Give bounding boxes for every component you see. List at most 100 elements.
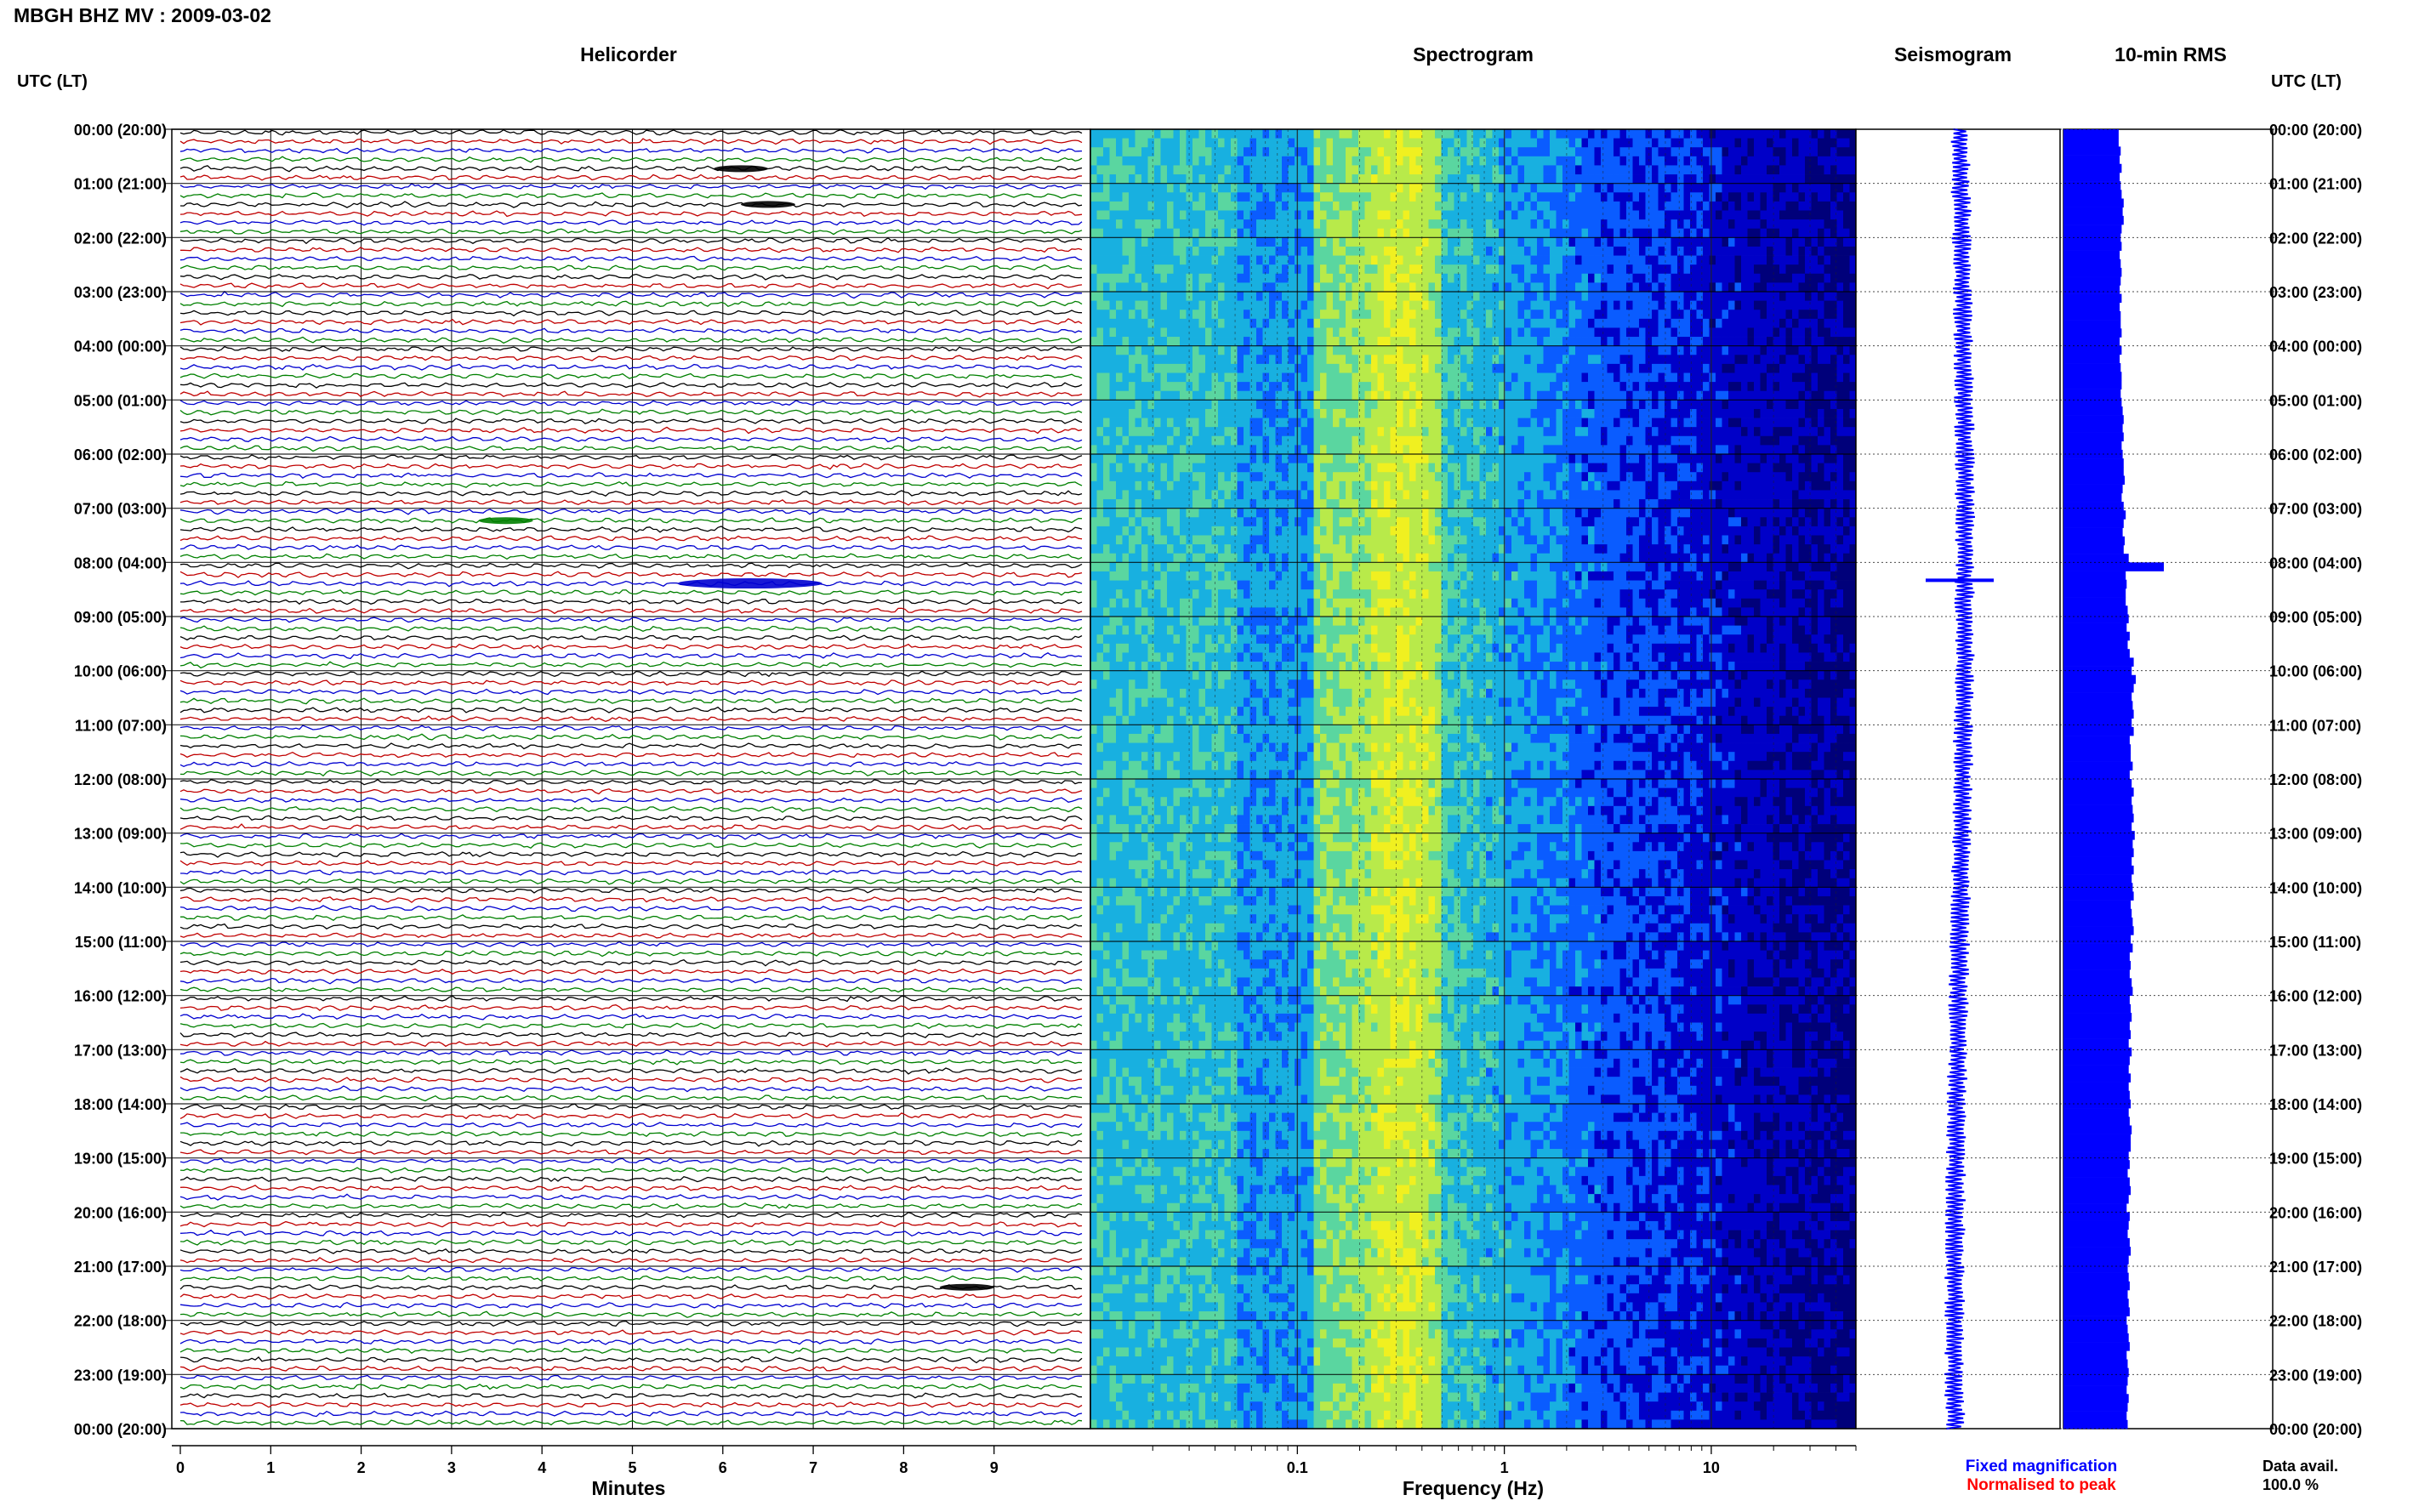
spectrogram-cell [1275, 472, 1283, 482]
spectrogram-cell [1224, 480, 1232, 491]
spectrogram-cell [1129, 445, 1136, 455]
spectrogram-cell [1244, 345, 1250, 355]
spectrogram-cell [1090, 1085, 1097, 1095]
spectrogram-cell [1288, 1365, 1295, 1375]
spectrogram-cell [1109, 1149, 1117, 1159]
spectrogram-cell [1135, 760, 1142, 770]
spectrogram-cell [1218, 598, 1225, 608]
spectrogram-cell [1122, 472, 1130, 482]
spectrogram-cell [1218, 156, 1225, 166]
spectrogram-cell [1129, 390, 1136, 401]
spectrogram-cell [1116, 1032, 1123, 1042]
spectrogram-cell [1173, 1122, 1181, 1132]
spectrogram-cell [1192, 1302, 1199, 1312]
spectrogram-cell [1135, 1049, 1142, 1060]
spectrogram-cell [1135, 1311, 1142, 1322]
spectrogram-cell [1262, 1004, 1270, 1015]
spectrogram-cell [1198, 779, 1206, 789]
spectrogram-cell [1129, 697, 1136, 708]
spectrogram-cell [1282, 129, 1289, 139]
spectrogram-cell [1262, 662, 1270, 672]
spectrogram-cell [1192, 995, 1199, 1005]
spectrogram-cell [1173, 770, 1181, 780]
spectrogram-cell [1186, 201, 1193, 211]
spectrogram-cell [1109, 589, 1117, 600]
spectrogram-cell [1282, 617, 1289, 627]
spectrogram-cell [1186, 1383, 1193, 1393]
spectrogram-cell [1129, 1293, 1136, 1303]
spectrogram-cell [1180, 292, 1187, 302]
spectrogram-cell [1135, 454, 1142, 464]
helicorder-trace [179, 1275, 1083, 1282]
spectrogram-cell [1205, 345, 1212, 355]
spectrogram-cell [1154, 1284, 1161, 1294]
spectrogram-cell [1167, 1311, 1174, 1322]
spectrogram-cell [1198, 480, 1206, 491]
spectrogram-cell [1198, 535, 1206, 545]
spectrogram-cell [1135, 480, 1142, 491]
spectrogram-cell [1275, 508, 1283, 518]
spectrogram-cell [1173, 1094, 1181, 1105]
spectrogram-cell [1090, 363, 1097, 373]
spectrogram-cell [1256, 408, 1263, 418]
spectrogram-cell [1205, 310, 1212, 320]
spectrogram-cell [1244, 1356, 1250, 1367]
spectrogram-cell [1231, 517, 1238, 527]
spectrogram-cell [1147, 408, 1155, 418]
spectrogram-cell [1167, 282, 1174, 293]
spectrogram-cell [1198, 688, 1206, 698]
spectrogram-cell [1160, 589, 1168, 600]
spectrogram-cell [1096, 833, 1104, 843]
spectrogram-cell [1198, 363, 1206, 373]
spectrogram-cell [1282, 1140, 1289, 1150]
spectrogram-cell [1218, 174, 1225, 185]
spectrogram-cell [1167, 382, 1174, 392]
spectrogram-cell [1186, 787, 1193, 798]
spectrogram-cell [1269, 1374, 1276, 1384]
spectrogram-cell [1244, 1383, 1250, 1393]
spectrogram-cell [1288, 1266, 1295, 1276]
spectrogram-cell [1275, 760, 1283, 770]
spectrogram-cell [1096, 1013, 1104, 1023]
spectrogram-cell [1173, 1130, 1181, 1140]
spectrogram-cell [1129, 138, 1136, 148]
spectrogram-cell [1275, 1239, 1283, 1249]
spectrogram-cell [1205, 932, 1212, 942]
spectrogram-cell [1269, 625, 1276, 635]
spectrogram-cell [1231, 1293, 1238, 1303]
spectrogram-cell [1288, 707, 1295, 717]
spectrogram-cell [1103, 228, 1110, 238]
spectrogram-cell [1256, 662, 1263, 672]
spectrogram-cell [1231, 1157, 1238, 1168]
spectrogram-cell [1231, 1085, 1238, 1095]
spectrogram-cell [1256, 165, 1263, 175]
spectrogram-cell [1122, 941, 1130, 952]
spectrogram-cell [1256, 824, 1263, 834]
spectrogram-cell [1211, 1022, 1219, 1032]
spectrogram-cell [1244, 499, 1250, 509]
spectrogram-cell [1090, 1257, 1097, 1267]
spectrogram-cell [1173, 670, 1181, 680]
spectrogram-cell [1244, 1167, 1250, 1177]
spectrogram-cell [1262, 1130, 1270, 1140]
spectrogram-cell [1275, 598, 1283, 608]
spectrogram-cell [1301, 571, 1308, 581]
spectrogram-cell [1116, 643, 1123, 653]
spectrogram-cell [1103, 427, 1110, 437]
spectrogram-cell [1275, 174, 1283, 185]
helicorder-trace [179, 1094, 1083, 1102]
spectrogram-cell [1288, 1112, 1295, 1123]
spectrogram-cell [1109, 1085, 1117, 1095]
helicorder-trace [179, 751, 1083, 759]
spectrogram-cell [1275, 1320, 1283, 1330]
spectrogram-cell [1256, 544, 1263, 554]
spectrogram-cell [1122, 463, 1130, 473]
spectrogram-cell [1231, 715, 1238, 725]
spectrogram-cell [1249, 1175, 1257, 1185]
spectrogram-cell [1262, 1239, 1270, 1249]
spectrogram-cell [1147, 1104, 1155, 1114]
spectrogram-cell [1122, 1112, 1130, 1123]
spectrogram-cell [1160, 1338, 1168, 1348]
spectrogram-cell [1256, 1004, 1263, 1015]
spectrogram-cell [1129, 345, 1136, 355]
